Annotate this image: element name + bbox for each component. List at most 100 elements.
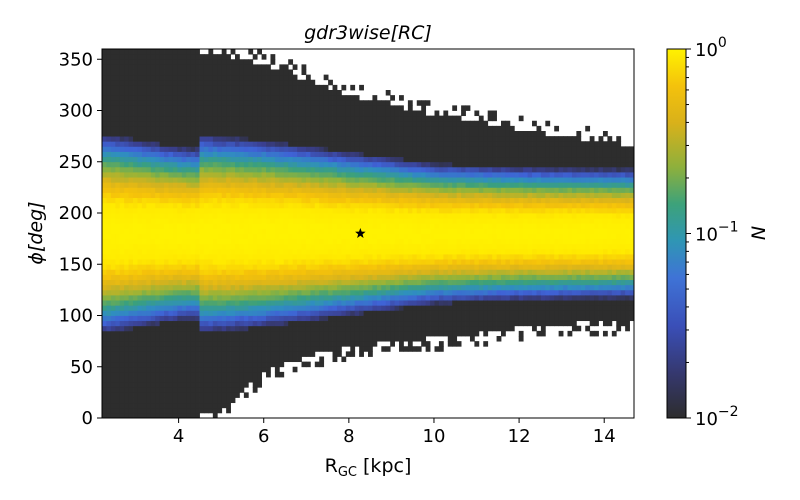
- heatmap-cell: [261, 259, 267, 265]
- heatmap-cell: [394, 248, 400, 255]
- heatmap-cell: [150, 69, 156, 76]
- heatmap-cell: [195, 110, 200, 117]
- heatmap-cell: [203, 407, 209, 414]
- heatmap-cell: [368, 274, 373, 281]
- heatmap-cell: [186, 105, 192, 111]
- heatmap-cell: [297, 100, 302, 106]
- heatmap-cell: [221, 223, 227, 229]
- heatmap-cell: [359, 125, 364, 132]
- heatmap-cell: [425, 172, 431, 178]
- heatmap-cell: [195, 49, 200, 55]
- heatmap-cell: [181, 279, 187, 286]
- heatmap-cell: [168, 341, 174, 347]
- heatmap-cell: [137, 284, 143, 291]
- heatmap-cell: [137, 223, 143, 229]
- heatmap-cell: [208, 295, 214, 301]
- heatmap-cell: [168, 279, 174, 286]
- heatmap-cell: [288, 79, 294, 86]
- heatmap-cell: [305, 315, 311, 322]
- heatmap-cell: [155, 54, 161, 60]
- heatmap-cell: [266, 310, 271, 316]
- heatmap-cell: [177, 74, 183, 81]
- heatmap-cell: [416, 192, 422, 199]
- heatmap-cell: [403, 156, 409, 163]
- heatmap-cell: [314, 187, 320, 193]
- heatmap-cell: [177, 156, 183, 163]
- heatmap-cell: [359, 151, 364, 158]
- heatmap-cell: [469, 254, 475, 260]
- heatmap-cell: [230, 213, 236, 219]
- heatmap-cell: [102, 269, 107, 275]
- heatmap-cell: [106, 402, 112, 409]
- heatmap-cell: [168, 110, 174, 117]
- heatmap-cell: [119, 74, 125, 81]
- heatmap-cell: [177, 69, 183, 76]
- heatmap-cell: [390, 279, 395, 286]
- heatmap-cell: [252, 54, 258, 60]
- heatmap-cell: [403, 202, 409, 209]
- heatmap-cell: [447, 330, 453, 337]
- heatmap-cell: [226, 166, 231, 173]
- heatmap-cell: [310, 207, 316, 214]
- heatmap-cell: [155, 151, 161, 158]
- heatmap-cell: [221, 228, 227, 234]
- heatmap-cell: [137, 377, 143, 383]
- heatmap-cell: [363, 254, 369, 260]
- heatmap-cell: [301, 166, 307, 173]
- heatmap-cell: [376, 269, 382, 275]
- heatmap-cell: [274, 84, 280, 91]
- heatmap-cell: [270, 351, 276, 357]
- heatmap-cell: [270, 120, 276, 127]
- heatmap-cell: [319, 259, 325, 265]
- heatmap-cell: [301, 289, 307, 296]
- heatmap-cell: [226, 361, 231, 368]
- heatmap-cell: [283, 248, 289, 255]
- heatmap-cell: [195, 141, 200, 147]
- heatmap-cell: [416, 115, 422, 122]
- heatmap-cell: [354, 192, 360, 199]
- heatmap-cell: [181, 264, 187, 270]
- heatmap-cell: [133, 84, 138, 91]
- heatmap-cell: [372, 320, 378, 327]
- heatmap-cell: [305, 269, 311, 275]
- heatmap-cell: [394, 182, 400, 188]
- heatmap-cell: [399, 289, 404, 296]
- heatmap-cell: [203, 218, 209, 224]
- heatmap-cell: [399, 136, 404, 142]
- heatmap-cell: [252, 315, 258, 322]
- heatmap-cell: [172, 315, 178, 322]
- heatmap-cell: [203, 351, 209, 357]
- heatmap-cell: [283, 125, 289, 132]
- heatmap-cell: [155, 136, 161, 142]
- heatmap-cell: [310, 120, 316, 127]
- heatmap-cell: [115, 84, 121, 91]
- heatmap-cell: [226, 213, 231, 219]
- heatmap-cell: [248, 346, 254, 352]
- heatmap-cell: [168, 105, 174, 111]
- heatmap-cell: [172, 274, 178, 281]
- heatmap-cell: [257, 371, 262, 378]
- heatmap-cell: [425, 182, 431, 188]
- heatmap-cell: [252, 151, 258, 158]
- heatmap-cell: [186, 382, 192, 388]
- heatmap-cell: [469, 156, 475, 163]
- heatmap-cell: [110, 228, 116, 234]
- heatmap-cell: [172, 264, 178, 270]
- heatmap-cell: [407, 289, 413, 296]
- heatmap-cell: [150, 115, 156, 122]
- heatmap-cell: [106, 238, 112, 245]
- heatmap-cell: [261, 110, 267, 117]
- heatmap-cell: [288, 177, 294, 183]
- heatmap-cell: [319, 192, 325, 199]
- heatmap-cell: [359, 330, 364, 337]
- heatmap-cell: [279, 95, 285, 101]
- heatmap-cell: [133, 238, 138, 245]
- heatmap-cell: [350, 300, 356, 306]
- heatmap-cell: [181, 74, 187, 81]
- heatmap-cell: [155, 341, 161, 347]
- heatmap-cell: [403, 125, 409, 132]
- heatmap-cell: [239, 59, 245, 65]
- heatmap-cell: [297, 228, 302, 234]
- heatmap-cell: [319, 320, 325, 327]
- heatmap-cell: [381, 295, 387, 301]
